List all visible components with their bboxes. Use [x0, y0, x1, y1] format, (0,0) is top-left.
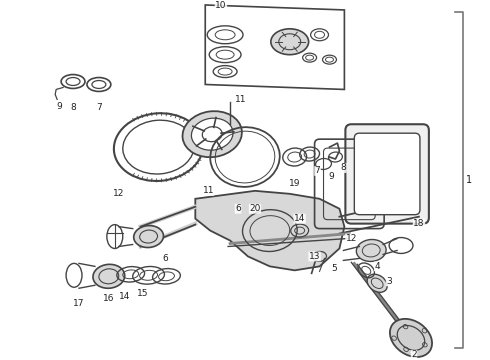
Ellipse shape: [182, 111, 242, 157]
Polygon shape: [205, 5, 344, 89]
Text: 5: 5: [332, 264, 337, 273]
FancyBboxPatch shape: [354, 133, 420, 215]
Text: 19: 19: [289, 179, 300, 188]
Text: 7: 7: [315, 166, 320, 175]
Text: 7: 7: [96, 103, 102, 112]
Text: 15: 15: [137, 289, 148, 298]
Ellipse shape: [93, 264, 125, 288]
Polygon shape: [196, 191, 344, 270]
Ellipse shape: [390, 319, 432, 357]
Text: 8: 8: [70, 103, 76, 112]
Ellipse shape: [134, 226, 164, 248]
Text: 12: 12: [345, 234, 357, 243]
Text: 1: 1: [466, 175, 472, 185]
Text: 9: 9: [329, 172, 334, 181]
Ellipse shape: [271, 29, 309, 55]
Ellipse shape: [192, 118, 233, 150]
Text: 13: 13: [309, 252, 320, 261]
Text: 20: 20: [249, 204, 261, 213]
Text: 8: 8: [341, 163, 346, 172]
FancyBboxPatch shape: [345, 124, 429, 224]
Ellipse shape: [367, 274, 387, 292]
Text: 10: 10: [215, 1, 227, 10]
Text: 16: 16: [103, 294, 115, 303]
Text: 2: 2: [411, 350, 417, 359]
Text: 11: 11: [235, 95, 246, 104]
Text: 18: 18: [413, 219, 425, 228]
Text: 6: 6: [235, 204, 241, 213]
Text: 14: 14: [119, 292, 130, 301]
Text: 4: 4: [374, 262, 380, 271]
Text: 11: 11: [202, 186, 214, 195]
Text: 12: 12: [113, 189, 124, 198]
Ellipse shape: [356, 239, 386, 261]
Text: 3: 3: [386, 277, 392, 286]
Ellipse shape: [313, 251, 326, 261]
Text: 9: 9: [56, 102, 62, 111]
Text: 17: 17: [74, 299, 85, 308]
Text: 6: 6: [163, 254, 169, 263]
Text: 14: 14: [294, 214, 305, 223]
